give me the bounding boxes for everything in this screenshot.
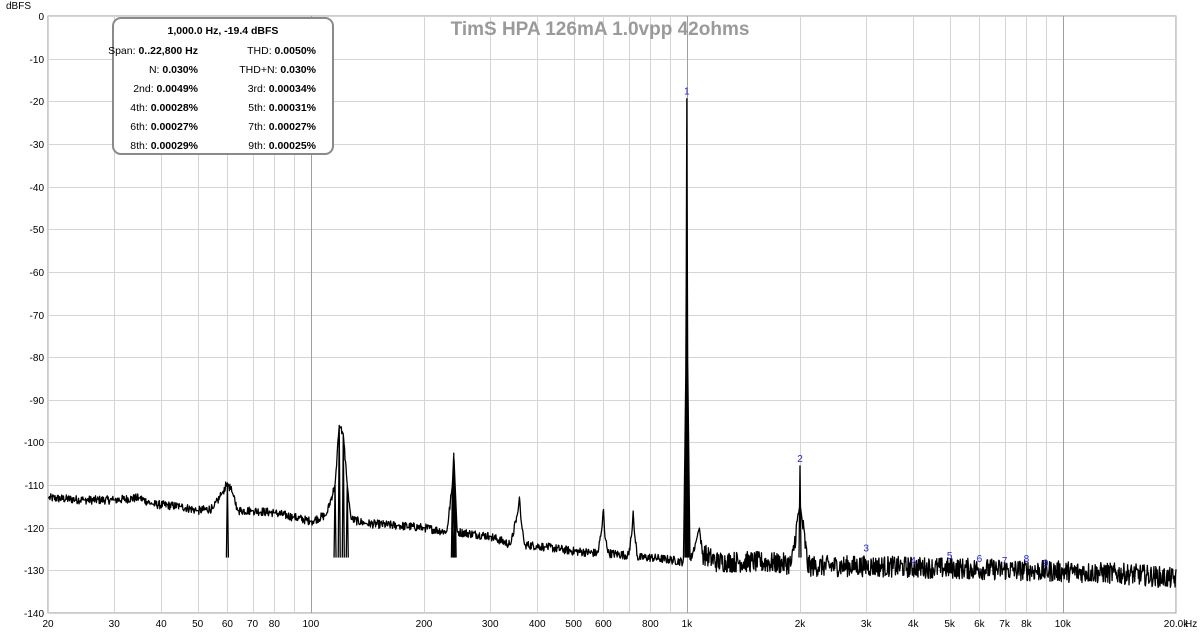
chart-series bbox=[47, 98, 1177, 589]
x-tick-label: 50 bbox=[192, 619, 204, 630]
legend-header: 1,000.0 Hz, -19.4 dBFS bbox=[167, 25, 279, 37]
x-tick-label: 40 bbox=[156, 619, 168, 630]
y-tick-label: -20 bbox=[30, 97, 45, 108]
x-tick-label: 8k bbox=[1021, 619, 1033, 630]
harmonic-marker-label: 9 bbox=[1043, 558, 1049, 569]
y-tick-label: -50 bbox=[30, 225, 45, 236]
legend-row: Span: 0..22,800 Hz THD: 0.0050% bbox=[108, 45, 332, 60]
x-tick-label: 5k bbox=[944, 619, 956, 630]
legend-row: 6th: 0.00027% 7th: 0.00027% bbox=[114, 121, 332, 136]
legend-label: 6th: bbox=[130, 121, 148, 133]
x-tick-label: 1k bbox=[682, 619, 694, 630]
x-tick-label: 500 bbox=[565, 619, 582, 630]
legend-value: 0.00028% bbox=[150, 102, 198, 114]
legend-row: 8th: 0.00029% 9th: 0.00025% bbox=[114, 140, 332, 155]
harmonic-marker-label: 5 bbox=[947, 551, 953, 562]
x-tick-label: 2k bbox=[795, 619, 807, 630]
legend-value: 0.00027% bbox=[150, 121, 198, 133]
harmonic-marker-label: 2 bbox=[797, 454, 803, 465]
legend-label: Span: bbox=[108, 45, 136, 57]
legend-value: 0.0049% bbox=[156, 83, 198, 95]
legend-label: 9th: bbox=[248, 140, 266, 152]
x-tick-label: 3k bbox=[861, 619, 873, 630]
harmonic-marker-label: 8 bbox=[1024, 554, 1030, 565]
harmonic-marker-label: 4 bbox=[910, 556, 916, 567]
legend-label: THD: bbox=[247, 45, 272, 57]
chart-ticks: 0 -10 -20 -30 -40 -50 -60 -70 -80 -90 -100 -110 -120… bbox=[24, 12, 1189, 630]
legend-value: 0.030% bbox=[162, 64, 198, 76]
y-tick-label: -100 bbox=[24, 438, 44, 449]
y-tick-label: 0 bbox=[38, 12, 44, 23]
harmonic-marker-label: 6 bbox=[977, 554, 983, 565]
y-tick-label: -40 bbox=[30, 183, 45, 194]
x-tick-label: 4k bbox=[908, 619, 920, 630]
legend-label: 4th: bbox=[130, 102, 148, 114]
legend-label: THD+N: bbox=[239, 64, 278, 76]
chart-title: TimS HPA 126mA 1.0vpp 42ohms bbox=[451, 19, 750, 40]
x-tick-label: 7k bbox=[999, 619, 1011, 630]
harmonic-markers: 1 2 3 4 5 6 7 8 9 bbox=[684, 87, 1049, 570]
x-tick-label: 20 bbox=[42, 619, 54, 630]
y-tick-label: -140 bbox=[24, 609, 44, 620]
measurement-legend: 1,000.0 Hz, -19.4 dBFS Span: 0..22,800 H… bbox=[108, 17, 334, 155]
x-tick-label: 10k bbox=[1055, 619, 1072, 630]
spectrum-line bbox=[47, 98, 1177, 589]
x-tick-label: 20.0k bbox=[1164, 619, 1189, 630]
legend-value: 0.00031% bbox=[268, 102, 316, 114]
legend-value: 0..22,800 Hz bbox=[138, 45, 198, 57]
y-tick-label: -30 bbox=[30, 140, 45, 151]
legend-row: N: 0.030% THD+N: 0.030% bbox=[114, 64, 332, 79]
x-tick-label: 60 bbox=[222, 619, 234, 630]
y-tick-label: -110 bbox=[25, 481, 45, 492]
legend-label: 3rd: bbox=[247, 83, 266, 95]
legend-label: 5th: bbox=[248, 102, 266, 114]
legend-value: 0.0050% bbox=[274, 45, 316, 57]
x-tick-label: 200 bbox=[416, 619, 433, 630]
x-tick-label: 300 bbox=[482, 619, 499, 630]
legend-row: 2nd: 0.0049% 3rd: 0.00034% bbox=[114, 83, 332, 98]
legend-label: 2nd: bbox=[133, 83, 154, 95]
x-axis-unit: Hz bbox=[1185, 619, 1197, 630]
y-tick-label: -80 bbox=[30, 353, 45, 364]
y-axis-label: dBFS bbox=[6, 1, 31, 12]
legend-label: N: bbox=[148, 64, 160, 76]
x-tick-label: 70 bbox=[247, 619, 259, 630]
y-tick-label: -10 bbox=[30, 55, 45, 66]
harmonic-marker-label: 7 bbox=[1002, 556, 1008, 567]
y-tick-label: -90 bbox=[30, 396, 45, 407]
x-tick-label: 6k bbox=[974, 619, 986, 630]
legend-value: 0.030% bbox=[280, 64, 316, 76]
harmonic-marker-label: 1 bbox=[684, 87, 690, 98]
x-tick-label: 800 bbox=[642, 619, 659, 630]
x-tick-label: 400 bbox=[529, 619, 546, 630]
legend-value: 0.00025% bbox=[268, 140, 316, 152]
x-tick-label: 600 bbox=[595, 619, 612, 630]
y-tick-label: -70 bbox=[30, 311, 45, 322]
legend-value: 0.00034% bbox=[268, 83, 316, 95]
legend-value: 0.00027% bbox=[268, 121, 316, 133]
legend-value: 0.00029% bbox=[150, 140, 198, 152]
harmonic-marker-label: 3 bbox=[863, 543, 869, 554]
legend-row: 4th: 0.00028% 5th: 0.00031% bbox=[114, 102, 332, 117]
y-tick-label: -130 bbox=[24, 566, 44, 577]
legend-label: 7th: bbox=[248, 121, 266, 133]
x-tick-label: 30 bbox=[109, 619, 121, 630]
x-tick-label: 80 bbox=[269, 619, 281, 630]
y-tick-label: -60 bbox=[30, 268, 45, 279]
legend-label: 8th: bbox=[130, 140, 148, 152]
x-tick-label: 100 bbox=[302, 619, 319, 630]
y-tick-label: -120 bbox=[24, 524, 44, 535]
